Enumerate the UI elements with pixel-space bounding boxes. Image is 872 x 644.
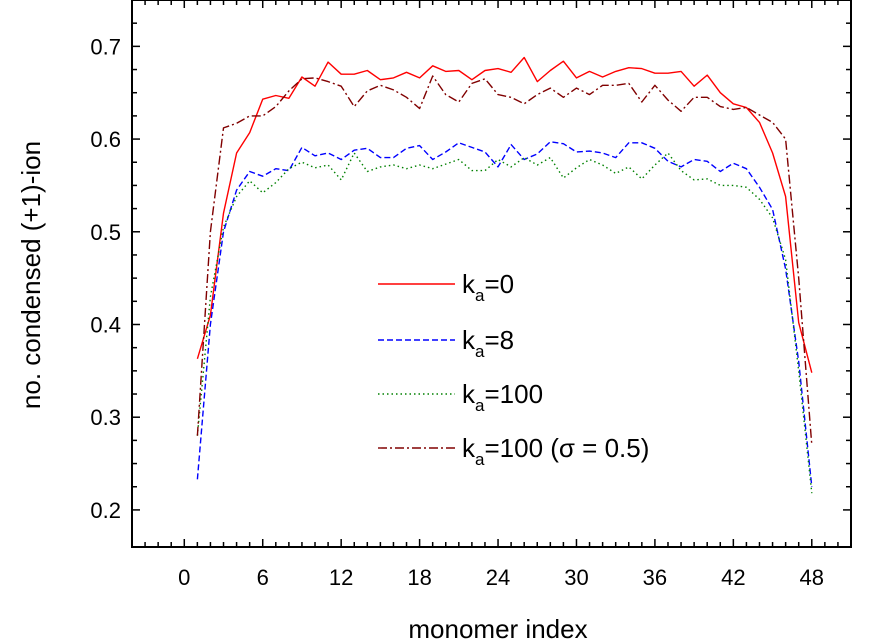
x-tick-label: 48 (800, 565, 824, 590)
y-axis-title: no. condensed (+1)-ion (16, 141, 46, 409)
x-tick-labels: 0 6 12 18 24 30 36 42 48 (178, 565, 824, 590)
x-tick-label: 18 (407, 565, 431, 590)
x-axis-title: monomer index (408, 614, 587, 644)
x-tick-label: 24 (486, 565, 510, 590)
x-tick-label: 42 (721, 565, 745, 590)
y-tick-label: 0.2 (90, 498, 121, 523)
legend-label-1: ka=0 (462, 269, 514, 305)
y-tick-label: 0.6 (90, 127, 121, 152)
legend-label-4: ka=100 (σ = 0.5) (462, 433, 649, 469)
series-line-4 (196, 75, 813, 446)
y-tick-label: 0.3 (90, 405, 121, 430)
x-tick-label: 12 (329, 565, 353, 590)
y-tick-label: 0.7 (90, 34, 121, 59)
legend-label-2: ka=8 (462, 325, 514, 361)
legend: ka=0 ka=8 ka=100 ka=100 (σ = 0.5) (378, 269, 649, 469)
x-tick-label: 30 (564, 565, 588, 590)
legend-label-3: ka=100 (462, 379, 543, 415)
plot-frame (131, 0, 852, 548)
x-tick-label: 0 (178, 565, 190, 590)
y-tick-label: 0.4 (90, 312, 121, 337)
series-line-3 (196, 152, 813, 494)
y-tick-label: 0.5 (90, 220, 121, 245)
y-tick-labels: 0.2 0.3 0.4 0.5 0.6 0.7 (90, 34, 121, 523)
series-line-1 (196, 56, 813, 373)
series-lines (196, 56, 813, 494)
series-line-2 (196, 141, 813, 487)
tick-marks (132, 0, 852, 547)
x-tick-label: 6 (257, 565, 269, 590)
x-tick-label: 36 (643, 565, 667, 590)
